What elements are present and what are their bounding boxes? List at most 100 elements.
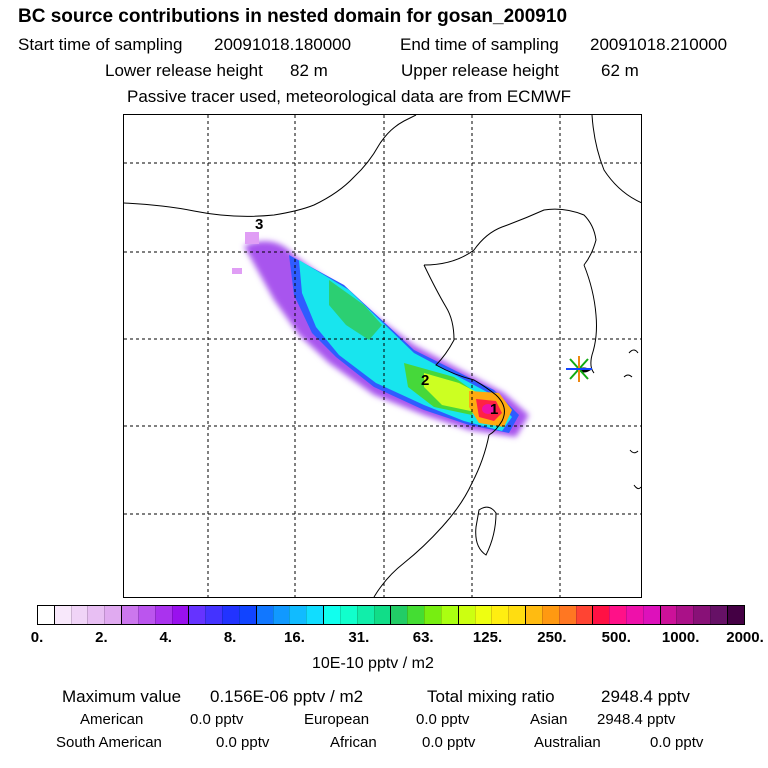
colorbar-swatch [625,606,643,624]
colorbar-tick-label: 63. [412,629,434,646]
colorbar-swatch [53,606,71,624]
star-receptor-icon [566,356,592,382]
region-asian-value: 2948.4 pptv [597,711,676,728]
region-african-label: African [330,734,377,751]
colorbar-tick-label: 16. [284,629,305,646]
colorbar-swatch [390,606,408,624]
colorbar-swatch [188,606,206,624]
max-value: 0.156E-06 pptv / m2 [210,687,364,706]
region-european-label: European [304,711,370,728]
end-time-value: 20091018.210000 [590,35,728,54]
colorbar-swatch [525,606,542,624]
colorbar-tick-label: 2. [95,629,108,646]
total-mixing-value: 2948.4 pptv [601,687,690,706]
isolated-patch-1 [245,232,259,244]
region-asian-label: Asian [530,711,568,728]
region-american-label: American [80,711,144,728]
colorbar-swatch [726,606,744,624]
coastlines [124,115,641,597]
taiwan [475,506,497,556]
colorbar-swatch [222,606,239,624]
colorbar-swatch [676,606,694,624]
colorbar-swatch [508,606,526,624]
region-american-value: 0.0 pptv [190,711,244,728]
region-african-value: 0.0 pptv [422,734,476,751]
colorbar-swatch [121,606,138,624]
colorbar-swatch [289,606,307,624]
colorbar-tick-label: 0. [30,629,44,646]
colorbar-swatch [104,606,122,624]
region-australian-label: Australian [534,734,601,751]
colorbar-tick-label: 500. [601,629,631,646]
korea-border [423,208,597,266]
colorbar-swatch [339,606,357,624]
concentration-plume [232,232,529,437]
colorbar-swatch [424,606,441,624]
northern-border [124,115,417,217]
colorbar-swatch [70,606,88,624]
colorbar-tick-label: 8. [223,629,237,646]
source-marker-2: 2 [421,372,430,389]
colorbar-swatch [373,606,391,624]
colorbar-swatch [323,606,340,624]
colorbar-swatch [137,606,155,624]
colorbar-swatch [38,606,54,624]
northeast-border [591,115,641,204]
source-marker-1: 1 [490,401,499,418]
lat-lon-grid [124,115,641,597]
map-canvas [124,115,641,597]
lower-release-label: Lower release height [105,61,263,80]
region-south-american-value: 0.0 pptv [216,734,270,751]
colorbar-swatch [592,606,610,624]
colorbar-tick-label: 125. [472,629,503,646]
plume-green [329,280,382,340]
total-mixing-label: Total mixing ratio [427,687,555,706]
colorbar-swatch [255,606,273,624]
colorbar-swatch [693,606,711,624]
colorbar-swatch [491,606,509,624]
isolated-patch-2 [232,268,242,274]
colorbar-swatch [407,606,425,624]
upper-release-label: Upper release height [401,61,559,80]
map-panel: 1 2 3 [123,114,642,598]
colorbar-unit: 10E-10 pptv / m2 [312,655,434,672]
region-european-value: 0.0 pptv [416,711,470,728]
colorbar-swatch [642,606,660,624]
japan-islands [623,349,641,490]
colorbar-swatch [440,606,458,624]
source-marker-3: 3 [255,216,264,233]
colorbar-swatch [710,606,727,624]
end-time-label: End time of sampling [400,35,559,54]
colorbar-swatch [575,606,593,624]
lower-release-value: 82 m [290,61,328,80]
colorbar [37,605,745,625]
start-time-label: Start time of sampling [18,35,183,54]
colorbar-swatch [474,606,492,624]
colorbar-swatch [171,606,189,624]
colorbar-tick-label: 1000. [661,629,700,646]
colorbar-swatch [609,606,626,624]
china-coast [373,264,505,597]
plot-title: BC source contributions in nested domain… [18,6,568,27]
colorbar-swatch [154,606,172,624]
colorbar-swatch [457,606,475,624]
region-south-american-label: South American [56,734,162,751]
colorbar-tick-label: 250. [537,629,567,646]
colorbar-swatch [87,606,105,624]
plume-hotspot [482,404,494,414]
colorbar-swatch [558,606,576,624]
region-australian-value: 0.0 pptv [650,734,704,751]
colorbar-swatch [272,606,290,624]
max-value-label: Maximum value [62,687,182,706]
colorbar-swatch [541,606,559,624]
colorbar-swatch [205,606,223,624]
upper-release-value: 62 m [601,61,639,80]
colorbar-tick-label: 31. [348,629,370,646]
colorbar-swatch [659,606,677,624]
korean-peninsula [583,264,597,374]
colorbar-swatch [238,606,256,624]
colorbar-swatch [306,606,324,624]
colorbar-tick-label: 4. [159,629,172,646]
colorbar-tick-label: 2000. [726,629,764,646]
meteorology-note: Passive tracer used, meteorological data… [127,87,572,106]
